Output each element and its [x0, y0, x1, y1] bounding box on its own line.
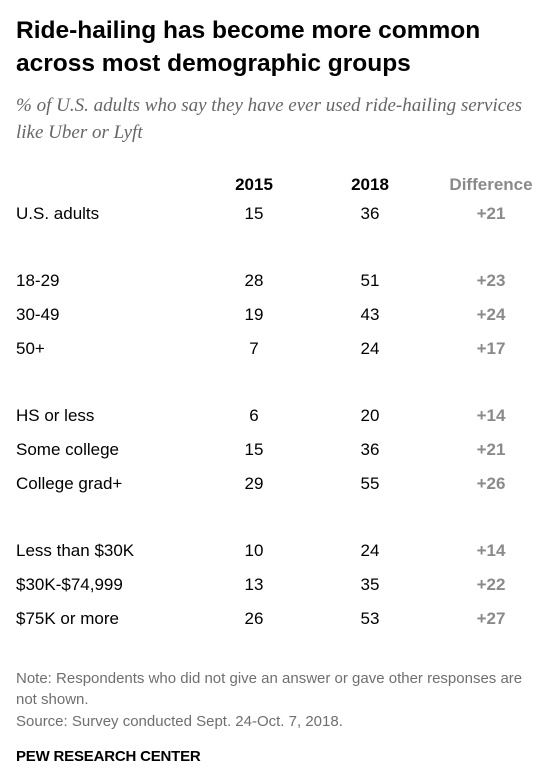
- table-row: Some college 15 36 +21: [0, 437, 559, 463]
- table-row: U.S. adults 15 36 +21: [0, 201, 559, 227]
- table-row: 18-29 28 51 +23: [0, 268, 559, 294]
- value-difference: +14: [476, 541, 506, 560]
- value-difference: +21: [476, 204, 506, 223]
- table-row: College grad+ 29 55 +26: [0, 471, 559, 497]
- row-label: 30-49: [16, 305, 60, 324]
- table-row: 30-49 19 43 +24: [0, 302, 559, 328]
- value-difference: +27: [476, 609, 506, 628]
- row-label: 50+: [16, 339, 45, 358]
- value-2015: 29: [244, 474, 264, 493]
- table-row: 50+ 7 24 +17: [0, 336, 559, 362]
- value-2018: 36: [360, 440, 380, 459]
- row-label: 18-29: [16, 271, 60, 290]
- value-2018: 43: [360, 305, 380, 324]
- row-label: Less than $30K: [16, 541, 135, 560]
- row-label: HS or less: [16, 406, 95, 425]
- value-difference: +14: [476, 406, 506, 425]
- value-2018: 51: [360, 271, 380, 290]
- value-2018: 24: [360, 541, 380, 560]
- table-row: Less than $30K 10 24 +14: [0, 538, 559, 564]
- value-2015: 26: [244, 609, 264, 628]
- value-2018: 55: [360, 474, 380, 493]
- column-header-2018: 2018: [351, 175, 389, 194]
- value-difference: +24: [476, 305, 506, 324]
- value-2018: 36: [360, 204, 380, 223]
- value-2015: 7: [249, 339, 259, 358]
- value-2015: 28: [244, 271, 264, 290]
- row-label: $30K-$74,999: [16, 575, 123, 594]
- value-difference: +23: [476, 271, 506, 290]
- value-2018: 35: [360, 575, 380, 594]
- table-row: $30K-$74,999 13 35 +22: [0, 572, 559, 598]
- table-row: $75K or more 26 53 +27: [0, 606, 559, 632]
- row-label: U.S. adults: [16, 204, 100, 223]
- value-2015: 15: [244, 440, 264, 459]
- value-difference: +22: [476, 575, 506, 594]
- row-label: College grad+: [16, 474, 123, 493]
- value-2015: 10: [244, 541, 264, 560]
- value-difference: +26: [476, 474, 506, 493]
- chart-subtitle: % of U.S. adults who say they have ever …: [16, 95, 523, 143]
- chart-source: Source: Survey conducted Sept. 24-Oct. 7…: [16, 713, 343, 730]
- chart-title: Ride-hailing has become more common acro…: [16, 17, 481, 77]
- row-label: Some college: [16, 440, 120, 459]
- value-difference: +17: [476, 339, 506, 358]
- organization-name: PEW RESEARCH CENTER: [16, 748, 201, 765]
- value-difference: +21: [476, 440, 506, 459]
- row-label: $75K or more: [16, 609, 119, 628]
- table-row: HS or less 6 20 +14: [0, 403, 559, 429]
- value-2015: 15: [244, 204, 264, 223]
- column-header-2015: 2015: [235, 175, 273, 194]
- value-2015: 19: [244, 305, 264, 324]
- value-2018: 24: [360, 339, 380, 358]
- column-header-difference: Difference: [449, 175, 533, 194]
- value-2015: 6: [249, 406, 259, 425]
- value-2015: 13: [244, 575, 264, 594]
- value-2018: 53: [360, 609, 380, 628]
- chart-note: Note: Respondents who did not give an an…: [16, 670, 523, 708]
- value-2018: 20: [360, 406, 380, 425]
